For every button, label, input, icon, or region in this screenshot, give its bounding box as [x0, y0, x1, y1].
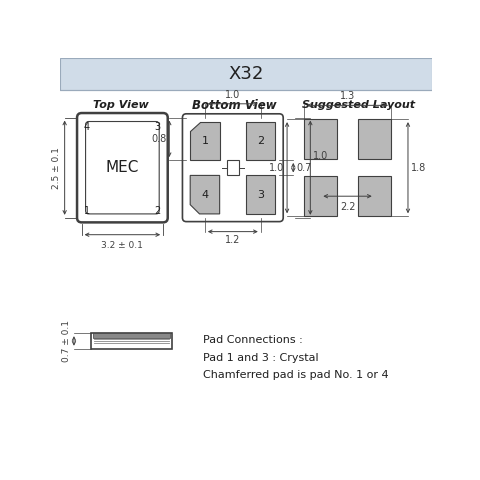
FancyBboxPatch shape: [182, 114, 283, 222]
Text: 2: 2: [155, 206, 161, 216]
Text: 3: 3: [257, 190, 264, 200]
Text: 1.0: 1.0: [225, 90, 240, 100]
Bar: [359, 119, 391, 159]
Bar: [359, 176, 391, 216]
Text: 0.7: 0.7: [296, 163, 312, 173]
Bar: [60, 58, 432, 90]
Text: MEC: MEC: [106, 160, 139, 175]
Text: Bottom View: Bottom View: [192, 99, 276, 112]
Bar: [93, 333, 170, 338]
Polygon shape: [190, 121, 220, 160]
Text: Suggested Layout: Suggested Layout: [302, 100, 415, 110]
Text: 1.0: 1.0: [269, 163, 284, 173]
Text: Pad Connections :: Pad Connections :: [204, 335, 303, 345]
Text: X32: X32: [228, 65, 264, 83]
Bar: [304, 119, 336, 159]
Text: 4: 4: [202, 190, 208, 200]
Text: Pad 1 and 3 : Crystal: Pad 1 and 3 : Crystal: [204, 352, 319, 362]
Text: 0.8: 0.8: [151, 134, 166, 144]
Text: 2.5 ± 0.1: 2.5 ± 0.1: [52, 147, 61, 189]
Bar: [246, 175, 276, 214]
Polygon shape: [190, 175, 220, 214]
Text: 3: 3: [155, 121, 161, 132]
Text: 1.3: 1.3: [340, 92, 355, 101]
Text: 1: 1: [84, 206, 90, 216]
Text: 2.2: 2.2: [340, 203, 355, 212]
Bar: [227, 160, 239, 175]
Bar: [246, 121, 276, 160]
Text: 4: 4: [84, 121, 90, 132]
Text: 1.2: 1.2: [225, 236, 240, 245]
Bar: [304, 176, 336, 216]
Text: 1.0: 1.0: [313, 151, 329, 161]
Text: 1: 1: [202, 136, 208, 146]
FancyBboxPatch shape: [85, 121, 159, 214]
Text: Chamferred pad is pad No. 1 or 4: Chamferred pad is pad No. 1 or 4: [204, 370, 389, 380]
Bar: [91, 333, 172, 348]
Text: 0.7 ± 0.1: 0.7 ± 0.1: [62, 320, 71, 362]
FancyBboxPatch shape: [77, 113, 168, 222]
Text: 3.2 ± 0.1: 3.2 ± 0.1: [101, 241, 144, 250]
Text: 2: 2: [257, 136, 264, 146]
Text: Top View: Top View: [93, 100, 148, 110]
Text: 1.8: 1.8: [411, 163, 426, 173]
